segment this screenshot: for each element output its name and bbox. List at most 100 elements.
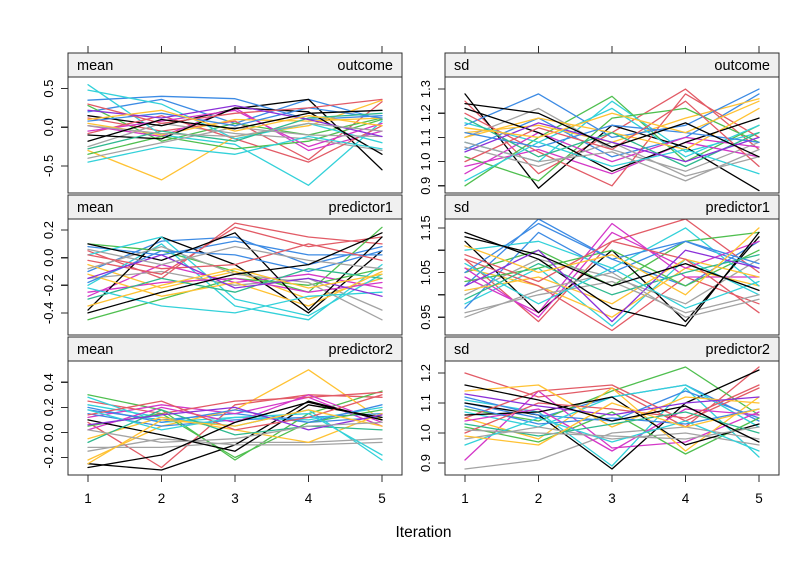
trace-line-mean-predictor1-chain-22 [87,268,383,307]
trace-line-mean-outcome-chain-24 [87,109,383,142]
trace-line-sd-predictor1-chain-23 [464,271,760,318]
strip-label-left-sd-predictor1: sd [454,200,469,216]
trace-line-mean-predictor2-chain-15 [87,438,383,452]
trace-line-mean-predictor1-chain-19 [87,268,383,300]
trace-line-sd-outcome-chain-11 [464,107,760,182]
trace-line-mean-predictor2-chain-17 [87,404,383,424]
y-tick-label-mean-predictor1: 0.0 [41,249,56,267]
y-tick-label-sd-outcome: 1.0 [418,153,433,171]
trace-line-mean-predictor1-chain-12 [87,236,383,317]
trace-line-sd-outcome-chain-17 [464,124,760,148]
trace-line-mean-outcome-chain-4 [87,84,383,186]
series-group-sd-predictor2 [464,366,760,470]
trace-line-sd-predictor1-chain-17 [464,222,760,274]
trace-line-sd-outcome-chain-21 [464,122,760,163]
trace-line-sd-outcome-chain-22 [464,100,760,139]
x-tick-label: 3 [608,491,616,506]
trace-line-sd-outcome-chain-19 [464,117,760,168]
trace-line-mean-outcome-chain-12 [87,89,383,144]
trace-line-mean-outcome-chain-13 [87,109,383,148]
x-tick-label: 2 [535,491,543,506]
x-axis-title: Iteration [395,524,452,541]
strip-label-left-sd-outcome: sd [454,58,469,74]
trace-line-mean-predictor2-chain-16 [87,404,383,452]
trace-line-mean-predictor1-chain-1 [87,236,383,273]
strip-label-right-sd-outcome: outcome [714,58,770,74]
y-tick-label-sd-predictor2: 1.2 [418,364,433,382]
trace-line-sd-predictor2-chain-8 [464,369,760,470]
strip-label-left-mean-outcome: mean [77,58,113,74]
y-tick-label-mean-outcome: 0.5 [41,80,56,98]
trace-line-mean-outcome-chain-8 [87,98,383,171]
trace-line-mean-predictor2-chain-10 [87,391,383,415]
strip-label-right-mean-outcome: outcome [337,58,393,74]
trace-line-mean-outcome-chain-11 [87,118,383,155]
strip-label-left-sd-predictor2: sd [454,342,469,358]
trace-line-sd-outcome-chain-3 [464,95,760,187]
x-tick-label: 1 [84,491,92,506]
trace-line-sd-predictor2-chain-5 [464,390,760,461]
y-tick-label-sd-predictor2: 0.9 [418,454,433,472]
trace-line-sd-predictor1-chain-20 [464,262,760,309]
y-tick-label-sd-predictor1: 1.05 [418,260,433,285]
y-tick-label-mean-outcome: -0.5 [41,155,56,177]
trace-line-mean-predictor2-chain-18 [87,394,383,431]
x-tick-label: 2 [158,491,166,506]
trace-line-sd-predictor1-chain-14 [464,258,760,305]
strip-label-left-mean-predictor1: mean [77,200,113,216]
trace-line-sd-outcome-chain-24 [464,102,760,158]
trace-line-sd-outcome-chain-9 [464,88,760,139]
panel-border-sd-predictor1 [444,218,780,336]
trace-line-mean-outcome-chain-23 [87,122,383,138]
y-tick-label-mean-predictor1: -0.2 [41,274,56,296]
trace-line-sd-predictor2-chain-20 [464,417,760,452]
y-tick-label-mean-predictor2: 0.2 [41,398,56,416]
trace-line-mean-outcome-chain-21 [87,104,383,138]
trace-line-sd-predictor2-chain-11 [464,411,760,455]
trace-line-mean-outcome-chain-19 [87,112,383,150]
trace-line-sd-predictor2-chain-22 [464,402,760,446]
series-group-mean-outcome [87,84,383,186]
strip-label-left-mean-predictor2: mean [77,342,113,358]
trace-line-sd-predictor2-chain-14 [464,384,760,428]
trace-line-mean-predictor1-chain-23 [87,245,383,270]
trace-line-sd-predictor1-chain-24 [464,236,760,292]
trace-line-sd-predictor2-chain-24 [464,384,760,443]
strip-label-right-sd-predictor1: predictor1 [706,200,770,216]
trace-line-mean-predictor1-chain-18 [87,243,383,270]
x-tick-label: 4 [682,491,690,506]
panel-border-mean-outcome [67,76,403,194]
trace-line-mean-predictor2-chain-23 [87,421,383,444]
y-tick-label-sd-predictor2: 1.1 [418,394,433,412]
x-tick-label: 3 [231,491,239,506]
trace-line-sd-predictor2-chain-10 [464,384,760,422]
series-group-mean-predictor1 [87,222,383,321]
strip-mean-predictor1 [67,194,403,220]
y-tick-label-mean-predictor2: 0.0 [41,423,56,441]
trace-line-sd-predictor2-chain-15 [464,426,760,446]
trace-line-mean-outcome-chain-22 [87,109,383,132]
trace-line-mean-outcome-chain-18 [87,98,383,125]
trace-line-sd-outcome-chain-23 [464,141,760,182]
trace-line-sd-outcome-chain-18 [464,100,760,168]
y-tick-label-sd-predictor1: 1.15 [418,215,433,240]
trace-line-sd-predictor2-chain-23 [464,426,760,440]
panel-border-sd-outcome [444,76,780,194]
trace-line-mean-predictor1-chain-21 [87,254,383,297]
trace-line-sd-predictor1-chain-21 [464,249,760,323]
trace-line-mean-predictor2-chain-20 [87,409,383,456]
trace-line-mean-predictor2-chain-7 [87,438,383,449]
series-group-mean-predictor2 [87,369,383,471]
strip-mean-outcome [67,52,403,78]
x-tick-label: 4 [305,491,313,506]
trace-line-sd-outcome-chain-12 [464,107,760,158]
trace-line-sd-predictor1-chain-7 [464,258,760,305]
strip-label-right-mean-predictor2: predictor2 [329,342,393,358]
y-tick-label-sd-outcome: 0.9 [418,177,433,195]
trace-line-mean-predictor1-chain-24 [87,232,383,314]
y-tick-label-sd-outcome: 1.1 [418,128,433,146]
trace-line-mean-predictor1-chain-16 [87,232,383,311]
y-tick-label-mean-predictor2: -0.2 [41,446,56,468]
trace-line-sd-predictor1-chain-15 [464,280,760,314]
